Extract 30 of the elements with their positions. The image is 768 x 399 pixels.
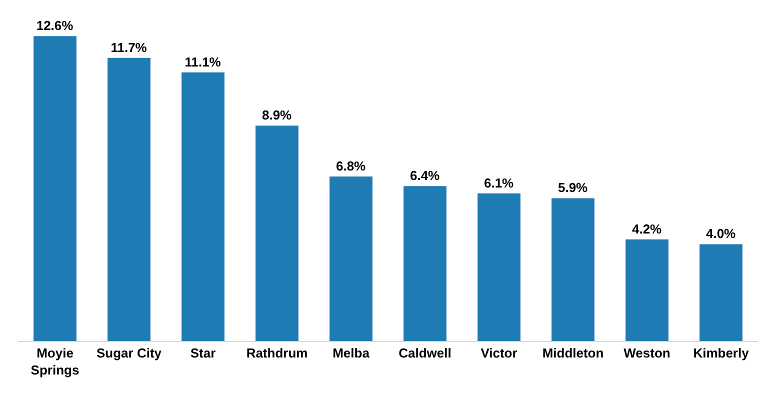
bar xyxy=(626,239,668,341)
x-tick-label: Melba xyxy=(332,346,370,361)
bar xyxy=(478,193,520,341)
bar xyxy=(182,72,224,341)
data-label: 5.9% xyxy=(558,180,588,196)
data-label: 4.2% xyxy=(632,221,662,236)
bar xyxy=(108,58,150,341)
bar xyxy=(552,198,594,341)
data-label: 6.4% xyxy=(410,168,440,184)
x-tick-label: Victor xyxy=(480,346,518,361)
x-tick-label: Star xyxy=(190,346,216,361)
x-tick-label: Sugar City xyxy=(96,346,162,361)
data-label: 11.7% xyxy=(110,40,148,55)
data-label: 12.6% xyxy=(36,18,74,34)
data-label: 11.1% xyxy=(184,54,222,70)
x-tick-label: Kimberly xyxy=(693,346,750,361)
x-tick-label: Weston xyxy=(624,346,670,361)
x-tick-label: Rathdrum xyxy=(246,346,308,361)
x-tick-label: Caldwell xyxy=(398,346,452,361)
data-label: 4.0% xyxy=(706,226,736,242)
bar xyxy=(330,176,372,341)
bar xyxy=(34,36,76,341)
x-tick-label: Moyie Springs xyxy=(30,346,80,378)
bar xyxy=(700,244,742,341)
x-tick-label: Middleton xyxy=(542,346,604,361)
bar xyxy=(256,126,298,341)
data-label: 6.1% xyxy=(484,175,514,190)
data-label: 8.9% xyxy=(262,108,292,123)
bar xyxy=(404,186,446,341)
data-label: 6.8% xyxy=(336,158,366,174)
